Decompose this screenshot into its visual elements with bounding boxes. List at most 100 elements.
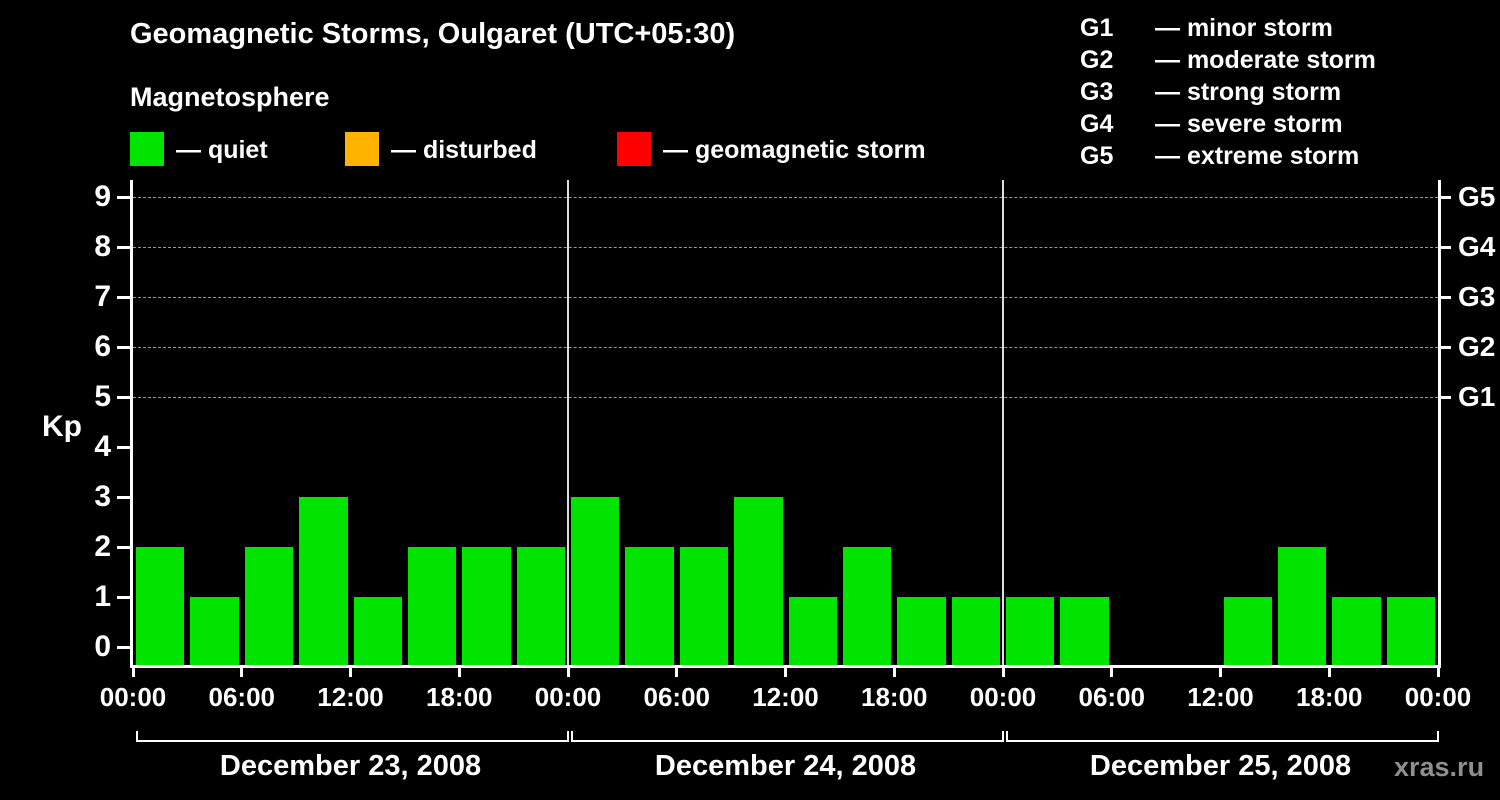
y-axis-tick: [117, 595, 130, 599]
kp-bar: [734, 497, 783, 665]
kp-bar: [462, 547, 511, 665]
g3-description: — strong storm: [1155, 78, 1342, 106]
quiet-swatch: [130, 132, 164, 166]
x-axis-tick: [675, 665, 679, 677]
day-date-label: December 24, 2008: [654, 750, 917, 782]
kp-bar: [1223, 597, 1272, 665]
kp-bar: [788, 597, 837, 665]
right-axis-tick: [1438, 195, 1451, 199]
disturbed-legend-label: — disturbed: [391, 136, 537, 164]
kp-bar: [897, 597, 946, 665]
kp-bar: [190, 597, 239, 665]
g4-level: G4: [1080, 110, 1114, 138]
kp-bar: [1277, 547, 1327, 665]
day-bracket: [1006, 731, 1439, 742]
g2-level: G2: [1080, 46, 1114, 74]
y-axis-label: 8: [94, 230, 111, 263]
right-axis-tick: [1438, 245, 1451, 249]
storm-scale-legend: G1 — minor storm G2 — moderate storm G3 …: [1080, 12, 1376, 172]
x-axis-label: 18:00: [1296, 682, 1363, 712]
magnetosphere-label: Magnetosphere: [130, 82, 330, 112]
right-axis-tick: [1438, 345, 1451, 349]
x-axis-label: 12:00: [752, 682, 819, 712]
right-axis-label: G5: [1458, 181, 1496, 212]
day-date-label: December 25, 2008: [1089, 750, 1352, 782]
x-axis-label: 18:00: [426, 682, 493, 712]
g4-description: — severe storm: [1155, 110, 1343, 138]
kp-gridline: [133, 196, 1438, 198]
day-separator-line: [567, 180, 569, 665]
right-axis-label: G3: [1458, 281, 1496, 312]
x-axis-tick: [349, 665, 352, 677]
y-axis-tick: [117, 545, 130, 549]
kp-bar: [136, 547, 185, 665]
kp-gridline: [133, 296, 1438, 298]
kp-bar: [1386, 597, 1435, 665]
y-axis-tick: [117, 445, 130, 449]
kp-bar: [951, 597, 1000, 665]
y-axis-label: 2: [94, 530, 111, 563]
x-axis-tick: [892, 665, 896, 677]
storm-swatch: [617, 132, 651, 166]
storm-legend-label: — geomagnetic storm: [663, 136, 926, 164]
quiet-legend-label: — quiet: [176, 136, 268, 164]
x-axis-tick: [1436, 665, 1440, 677]
y-axis-tick: [117, 395, 130, 399]
kp-bar: [244, 547, 294, 665]
storm-scale-row-g4: G4 — severe storm: [1080, 108, 1376, 140]
x-axis-label: 00:00: [1404, 682, 1472, 712]
y-axis-title: Kp: [42, 410, 82, 443]
page-title: Geomagnetic Storms, Oulgaret (UTC+05:30): [130, 18, 736, 50]
y-axis-label: 9: [94, 180, 111, 213]
y-axis-tick: [117, 195, 130, 199]
x-axis-tick: [784, 665, 787, 677]
kp-bar: [353, 597, 402, 665]
kp-gridline: [133, 346, 1438, 348]
y-axis-tick: [117, 345, 130, 349]
kp-bar: [625, 547, 674, 665]
g1-level: G1: [1080, 14, 1114, 42]
y-axis-tick: [117, 495, 130, 499]
x-axis-tick: [1001, 665, 1005, 677]
kp-bar: [679, 547, 729, 665]
kp-gridline: [133, 246, 1438, 248]
kp-bar: [842, 547, 892, 665]
storm-scale-row-g1: G1 — minor storm: [1080, 12, 1376, 44]
x-axis-label: 06:00: [1078, 682, 1146, 712]
x-axis-tick: [1327, 665, 1331, 677]
y-axis-label: 7: [94, 280, 111, 313]
y-axis-label: 6: [94, 330, 111, 363]
storm-scale-row-g2: G2 — moderate storm: [1080, 44, 1376, 76]
disturbed-swatch: [345, 132, 379, 166]
x-axis-label: 00:00: [969, 682, 1037, 712]
day-bracket: [571, 731, 1004, 742]
x-axis-tick: [131, 665, 135, 677]
y-axis-tick: [117, 295, 130, 299]
y-axis-label: 1: [94, 580, 111, 613]
day-separator-line: [1002, 180, 1004, 665]
y-axis-label: 5: [94, 380, 111, 413]
g5-level: G5: [1080, 142, 1114, 170]
day-bracket: [136, 731, 569, 742]
g1-description: — minor storm: [1155, 14, 1333, 42]
x-axis-label: 12:00: [1187, 682, 1254, 712]
kp-bar: [571, 497, 620, 665]
kp-bar: [516, 547, 565, 665]
storm-scale-row-g5: G5 — extreme storm: [1080, 140, 1376, 172]
y-axis-tick: [117, 245, 130, 249]
x-axis-tick: [1219, 665, 1222, 677]
watermark: xras.ru: [1394, 752, 1485, 782]
x-axis-label: 00:00: [534, 682, 602, 712]
right-axis-label: G2: [1458, 331, 1496, 362]
right-axis-label: G1: [1458, 381, 1496, 412]
x-axis-tick: [566, 665, 570, 677]
y-axis-tick: [117, 645, 130, 649]
right-axis-tick: [1438, 295, 1451, 299]
x-axis-label: 12:00: [317, 682, 384, 712]
plot-area: 0 1 2 3 4 5 6 7 8 9 G1 G2 G3 G4 G5 00:00 06:00 12:00 18:00…: [94, 180, 1495, 782]
x-axis-label: 18:00: [861, 682, 928, 712]
g5-description: — extreme storm: [1155, 142, 1360, 170]
x-axis-tick: [457, 665, 461, 677]
kp-bar: [1006, 597, 1055, 665]
